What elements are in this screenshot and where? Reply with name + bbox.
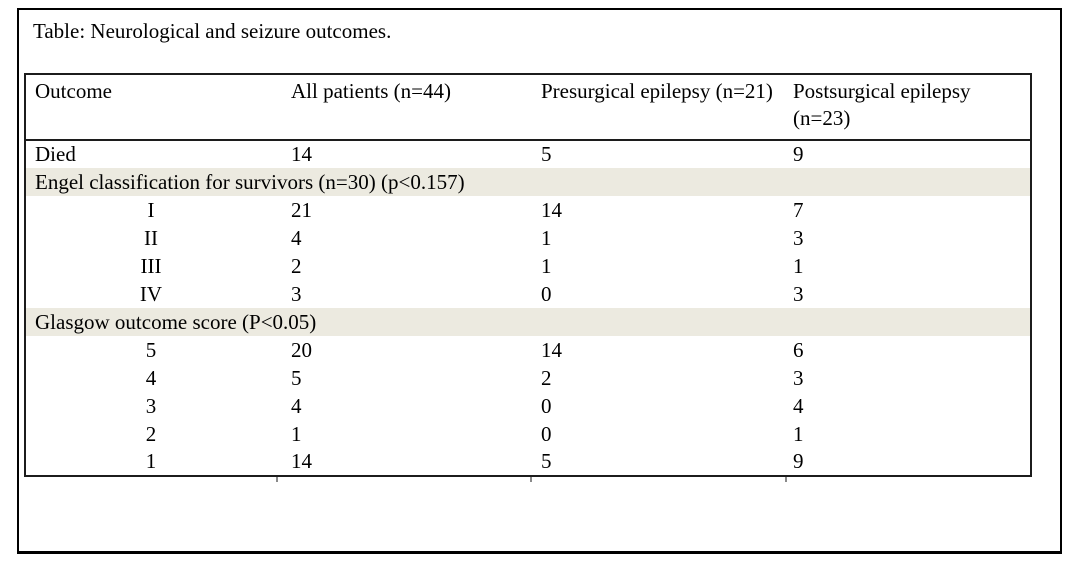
row-label: II — [144, 225, 158, 250]
header-row: Outcome All patients (n=44) Presurgical … — [25, 74, 1031, 141]
cell-value: 6 — [793, 337, 804, 362]
column-divider-tick — [785, 477, 787, 482]
cell-value: 9 — [793, 449, 804, 473]
cell-value: 0 — [541, 281, 552, 306]
cell-value: 7 — [793, 197, 804, 222]
row-label: I — [147, 197, 155, 222]
section-row-engel: Engel classification for survivors (n=30… — [25, 168, 1031, 196]
cell-value: 20 — [291, 337, 312, 362]
cell-value: 3 — [793, 225, 804, 250]
section-label: Engel classification for survivors (n=30… — [25, 168, 1031, 196]
row-label: 3 — [145, 393, 157, 418]
cell-value: 1 — [793, 421, 804, 446]
row-label: 2 — [145, 421, 157, 446]
column-divider-tick — [276, 477, 278, 482]
section-row-glasgow: Glasgow outcome score (P<0.05) — [25, 308, 1031, 336]
cell-value: 2 — [541, 365, 552, 390]
cell-value: 9 — [793, 142, 804, 166]
row-engel-ii: II 4 1 3 — [25, 224, 1031, 252]
column-header-outcome: Outcome — [25, 74, 278, 141]
cell-value: 3 — [793, 281, 804, 306]
table-caption: Table: Neurological and seizure outcomes… — [33, 19, 392, 43]
row-label: 1 — [145, 449, 157, 473]
cell-value: 5 — [541, 449, 552, 473]
section-label: Glasgow outcome score (P<0.05) — [25, 308, 1031, 336]
cell-value: 5 — [541, 142, 552, 166]
cell-value: 1 — [793, 253, 804, 278]
row-engel-iv: IV 3 0 3 — [25, 280, 1031, 308]
row-engel-i: I 21 14 7 — [25, 196, 1031, 224]
outcomes-table: Outcome All patients (n=44) Presurgical … — [24, 73, 1032, 477]
cell-value: 1 — [291, 421, 302, 446]
row-engel-iii: III 2 1 1 — [25, 252, 1031, 280]
cell-value: 3 — [291, 281, 302, 306]
cell-value: 14 — [541, 197, 562, 222]
row-gos-4: 4 5 2 3 — [25, 364, 1031, 392]
row-gos-3: 3 4 0 4 — [25, 392, 1031, 420]
row-gos-1: 1 14 5 9 — [25, 448, 1031, 476]
cell-value: 14 — [291, 449, 312, 473]
row-label: Died — [35, 142, 76, 166]
cell-value: 2 — [291, 253, 302, 278]
cell-value: 1 — [541, 225, 552, 250]
row-died: Died 14 5 9 — [25, 140, 1031, 168]
outer-frame: Table: Neurological and seizure outcomes… — [17, 8, 1062, 554]
cell-value: 14 — [291, 142, 312, 166]
cell-value: 4 — [291, 393, 302, 418]
column-header-all-patients: All patients (n=44) — [278, 74, 532, 141]
table-container: Outcome All patients (n=44) Presurgical … — [24, 73, 1032, 482]
row-label: 4 — [145, 365, 157, 390]
row-label: III — [140, 253, 162, 278]
cell-value: 21 — [291, 197, 312, 222]
row-gos-2: 2 1 0 1 — [25, 420, 1031, 448]
column-header-presurgical: Presurgical epilepsy (n=21) — [532, 74, 787, 141]
column-header-postsurgical: Postsurgical epilepsy (n=23) — [787, 74, 1031, 141]
row-gos-5: 5 20 14 6 — [25, 336, 1031, 364]
row-label: 5 — [145, 337, 157, 362]
cell-value: 3 — [793, 365, 804, 390]
cell-value: 1 — [541, 253, 552, 278]
cell-value: 0 — [541, 393, 552, 418]
cell-value: 5 — [291, 365, 302, 390]
cell-value: 14 — [541, 337, 562, 362]
cell-value: 0 — [541, 421, 552, 446]
row-label: IV — [139, 281, 163, 306]
cell-value: 4 — [291, 225, 302, 250]
column-divider-tick — [530, 477, 532, 482]
cell-value: 4 — [793, 393, 804, 418]
